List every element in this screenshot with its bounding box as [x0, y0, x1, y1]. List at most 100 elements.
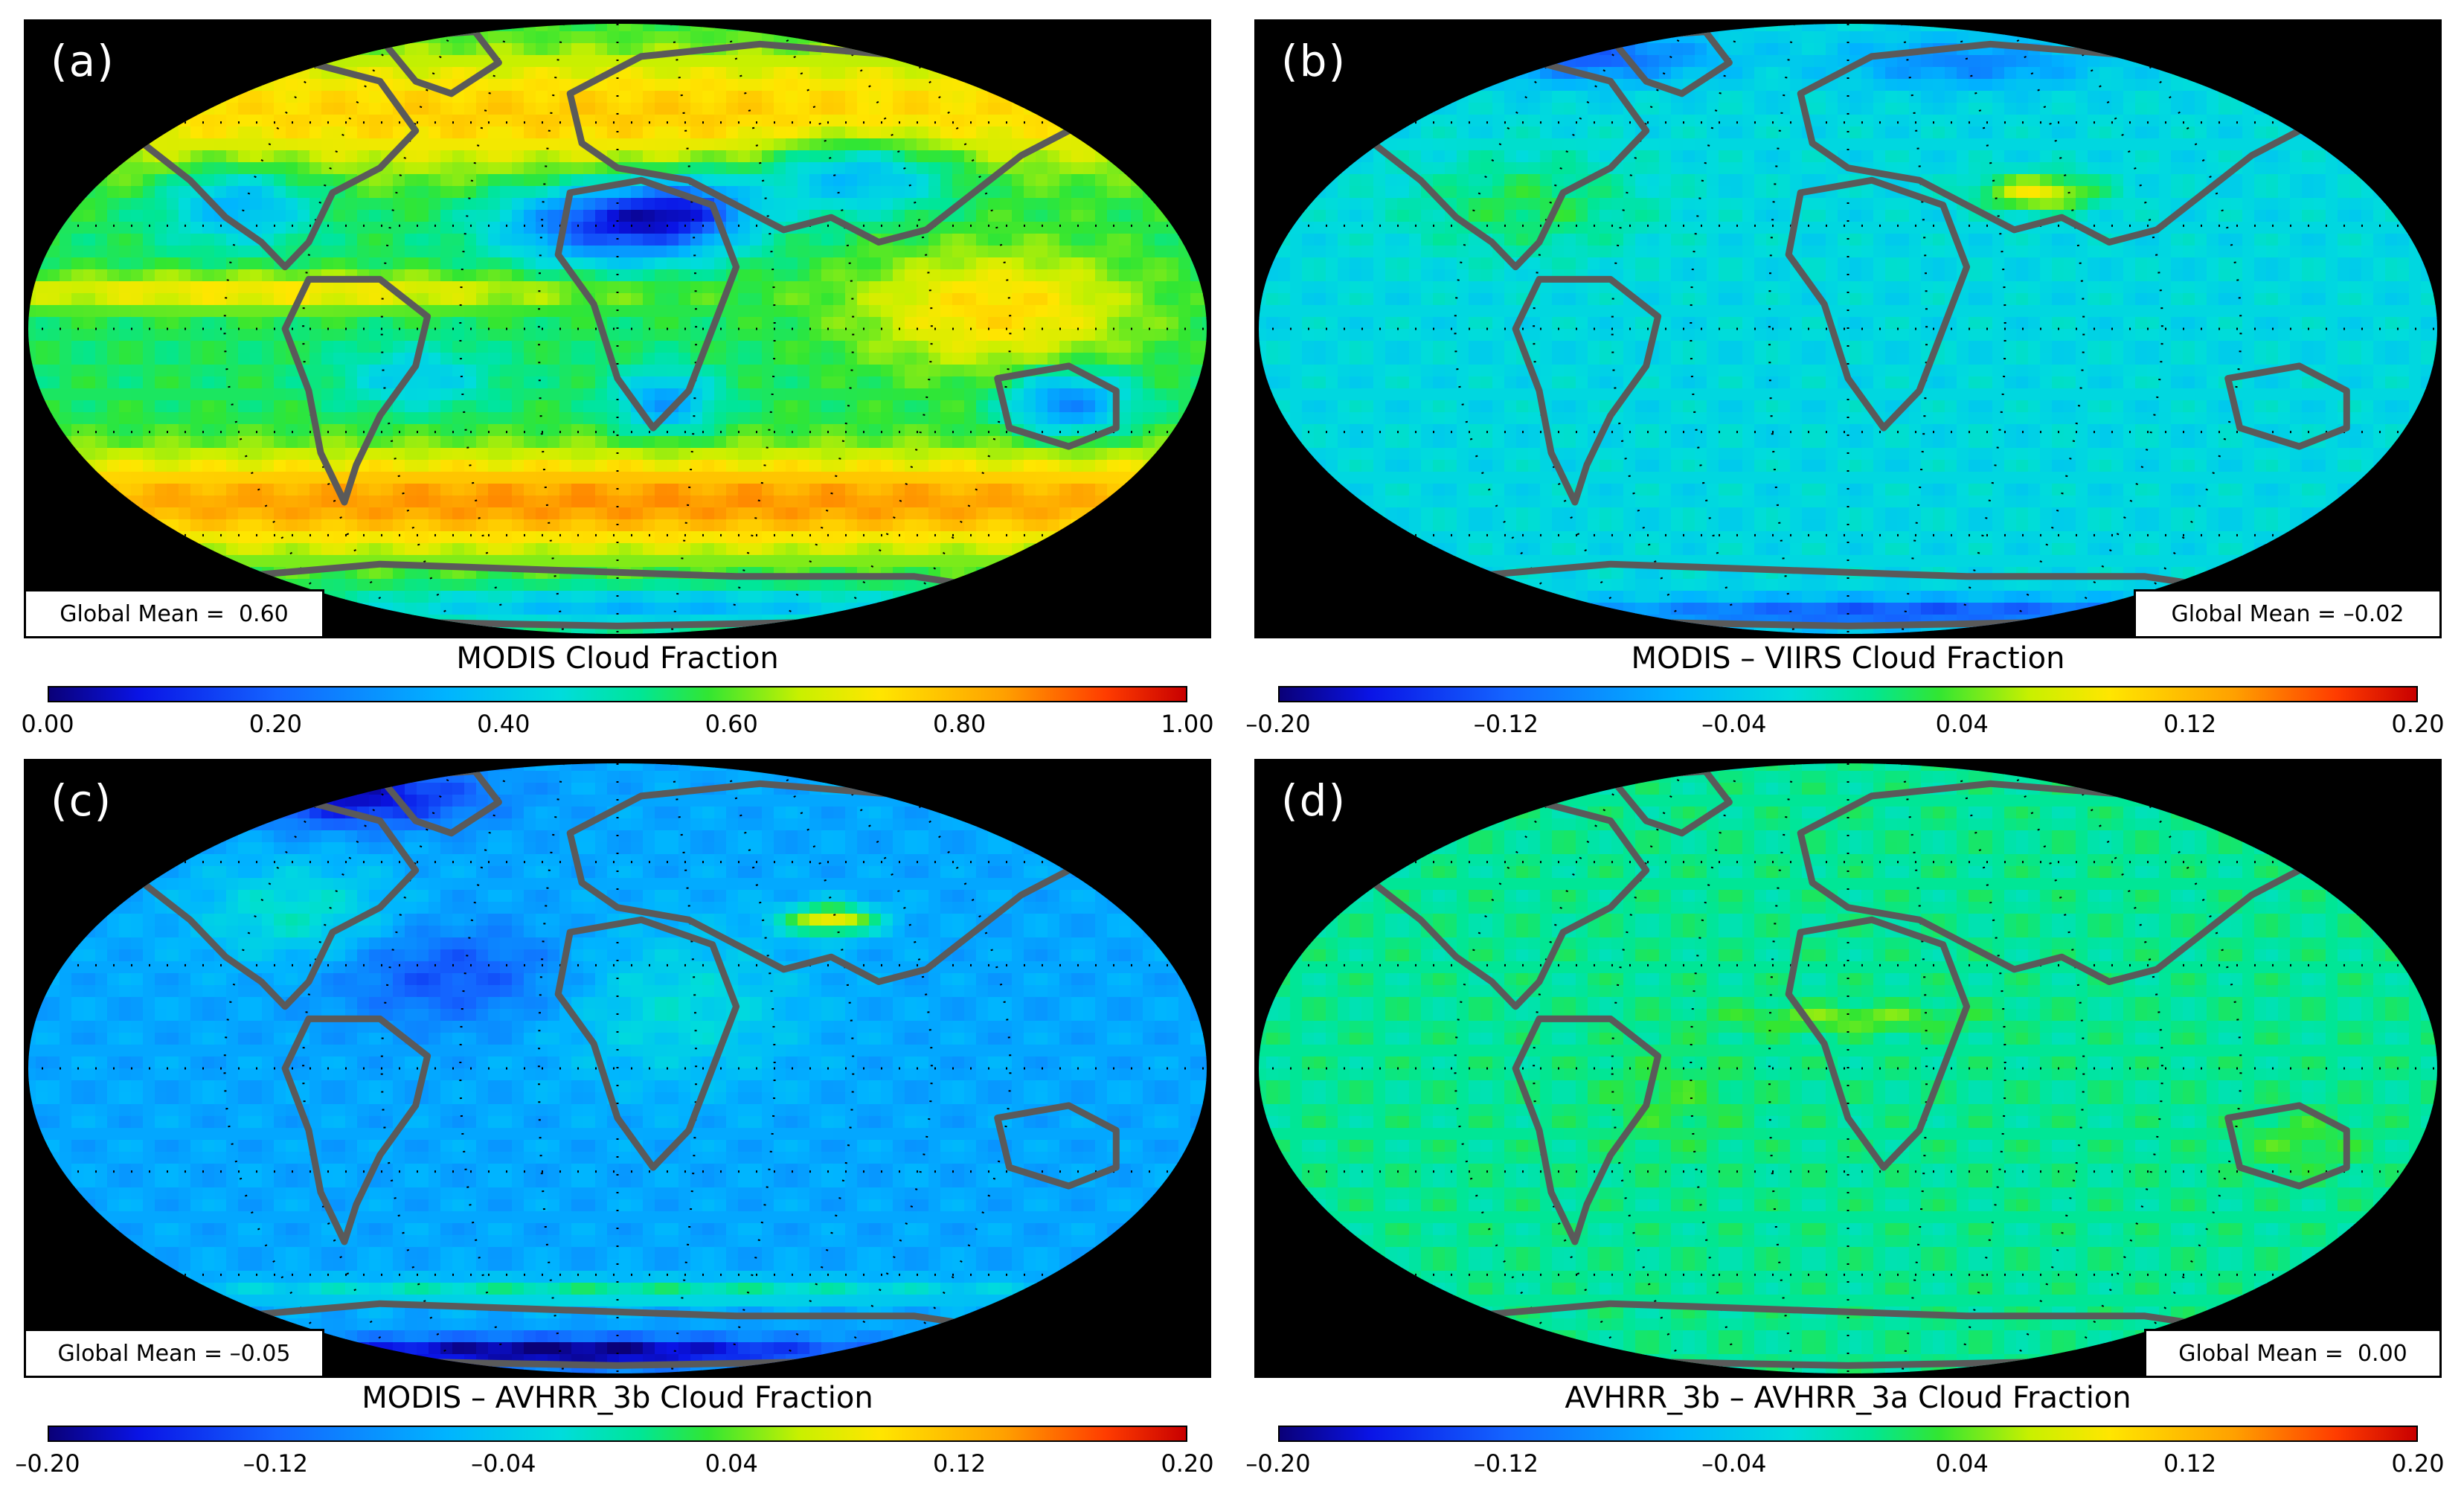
heatmap-cell	[1552, 138, 1565, 151]
heatmap-cell	[500, 507, 513, 520]
heatmap-cell	[321, 507, 334, 520]
heatmap-cell	[774, 412, 786, 425]
heatmap-cell	[857, 174, 870, 187]
heatmap-cell	[143, 269, 155, 282]
heatmap-cell	[714, 257, 727, 270]
heatmap-cell	[1873, 24, 1886, 32]
heatmap-cell	[774, 198, 786, 211]
heatmap-cell	[702, 424, 715, 437]
heatmap-cell	[928, 246, 941, 258]
heatmap-cell	[48, 317, 60, 330]
heatmap-cell	[1647, 43, 1660, 56]
heatmap-cell	[429, 531, 441, 544]
heatmap-cell	[1671, 67, 1684, 80]
heatmap-cell	[928, 67, 941, 80]
heatmap-cell	[940, 305, 953, 318]
heatmap-cell	[464, 246, 477, 258]
heatmap-cell	[964, 79, 977, 92]
heatmap-cell	[488, 329, 501, 342]
heatmap-cell	[274, 341, 286, 353]
heatmap-cell	[988, 400, 1001, 413]
heatmap-cell	[1564, 115, 1576, 127]
heatmap-cell	[1047, 269, 1060, 282]
heatmap-cell	[809, 603, 822, 615]
heatmap-cell	[1576, 126, 1588, 139]
heatmap-cell	[321, 400, 334, 413]
heatmap-cell	[536, 222, 548, 234]
heatmap-cell	[1885, 31, 1898, 44]
heatmap-cell	[786, 91, 798, 103]
heatmap-cell	[952, 293, 965, 306]
heatmap-cell	[869, 281, 882, 294]
heatmap-cell	[417, 91, 429, 103]
heatmap-cell	[190, 103, 203, 115]
heatmap-cell	[738, 257, 751, 270]
heatmap-cell	[988, 484, 1001, 496]
heatmap-cell	[2183, 115, 2195, 127]
heatmap-cell	[762, 234, 774, 246]
heatmap-cell	[1190, 376, 1203, 389]
heatmap-cell	[619, 591, 632, 603]
heatmap-cell	[1576, 162, 1588, 175]
heatmap-cell	[190, 257, 203, 270]
map-frame-a: (a) Global Mean = 0.60	[24, 19, 1211, 638]
heatmap-cell	[1445, 91, 1457, 103]
heatmap-cell	[786, 579, 798, 591]
heatmap-cell	[1873, 126, 1886, 139]
heatmap-cell	[2290, 162, 2303, 175]
heatmap-cell	[476, 210, 489, 222]
heatmap-cell	[1071, 448, 1084, 461]
heatmap-cell	[48, 222, 60, 234]
heatmap-cell	[928, 269, 941, 282]
heatmap-cell	[357, 79, 370, 92]
heatmap-cell	[607, 91, 620, 103]
heatmap-cell	[369, 138, 382, 151]
heatmap-cell	[940, 126, 953, 139]
heatmap-cell	[667, 317, 679, 330]
heatmap-cell	[2052, 103, 2064, 115]
heatmap-cell	[1552, 150, 1565, 163]
heatmap-cell	[1059, 222, 1072, 234]
heatmap-cell	[607, 246, 620, 258]
heatmap-cell	[1969, 55, 1981, 68]
heatmap-cell	[774, 329, 786, 342]
heatmap-cell	[1778, 79, 1791, 92]
heatmap-cell	[143, 174, 155, 187]
heatmap-cell	[2028, 103, 2041, 115]
heatmap-cell	[988, 436, 1001, 449]
heatmap-cell	[107, 460, 120, 472]
heatmap-cell	[1155, 448, 1167, 461]
heatmap-cell	[2111, 115, 2124, 127]
heatmap-cell	[1980, 31, 1993, 44]
heatmap-cell	[214, 115, 227, 127]
heatmap-cell	[2123, 138, 2136, 151]
heatmap-cell	[1742, 150, 1755, 163]
heatmap-cell	[1849, 91, 1862, 103]
heatmap-cell	[36, 365, 48, 377]
heatmap-cell	[726, 555, 739, 568]
heatmap-cell	[452, 484, 465, 496]
heatmap-cell	[1024, 222, 1036, 234]
heatmap-cell	[345, 305, 358, 318]
heatmap-cell	[845, 448, 858, 461]
heatmap-cell	[928, 448, 941, 461]
heatmap-cell	[1992, 79, 2005, 92]
heatmap-cell	[321, 103, 334, 115]
heatmap-cell	[1659, 162, 1672, 175]
heatmap-cell	[536, 55, 548, 68]
heatmap-cell	[309, 496, 322, 508]
heatmap-cell	[845, 543, 858, 556]
heatmap-cell	[786, 162, 798, 175]
heatmap-cell	[167, 519, 179, 532]
heatmap-cell	[1957, 138, 1969, 151]
heatmap-cell	[464, 400, 477, 413]
heatmap-cell	[619, 579, 632, 591]
heatmap-cell	[1540, 162, 1553, 175]
heatmap-cell	[440, 31, 453, 44]
heatmap-cell	[821, 531, 834, 544]
heatmap-cell	[1814, 91, 1826, 103]
heatmap-cell	[1588, 55, 1600, 68]
heatmap-cell	[1933, 55, 1945, 68]
heatmap-cell	[869, 126, 882, 139]
heatmap-cell	[964, 174, 977, 187]
